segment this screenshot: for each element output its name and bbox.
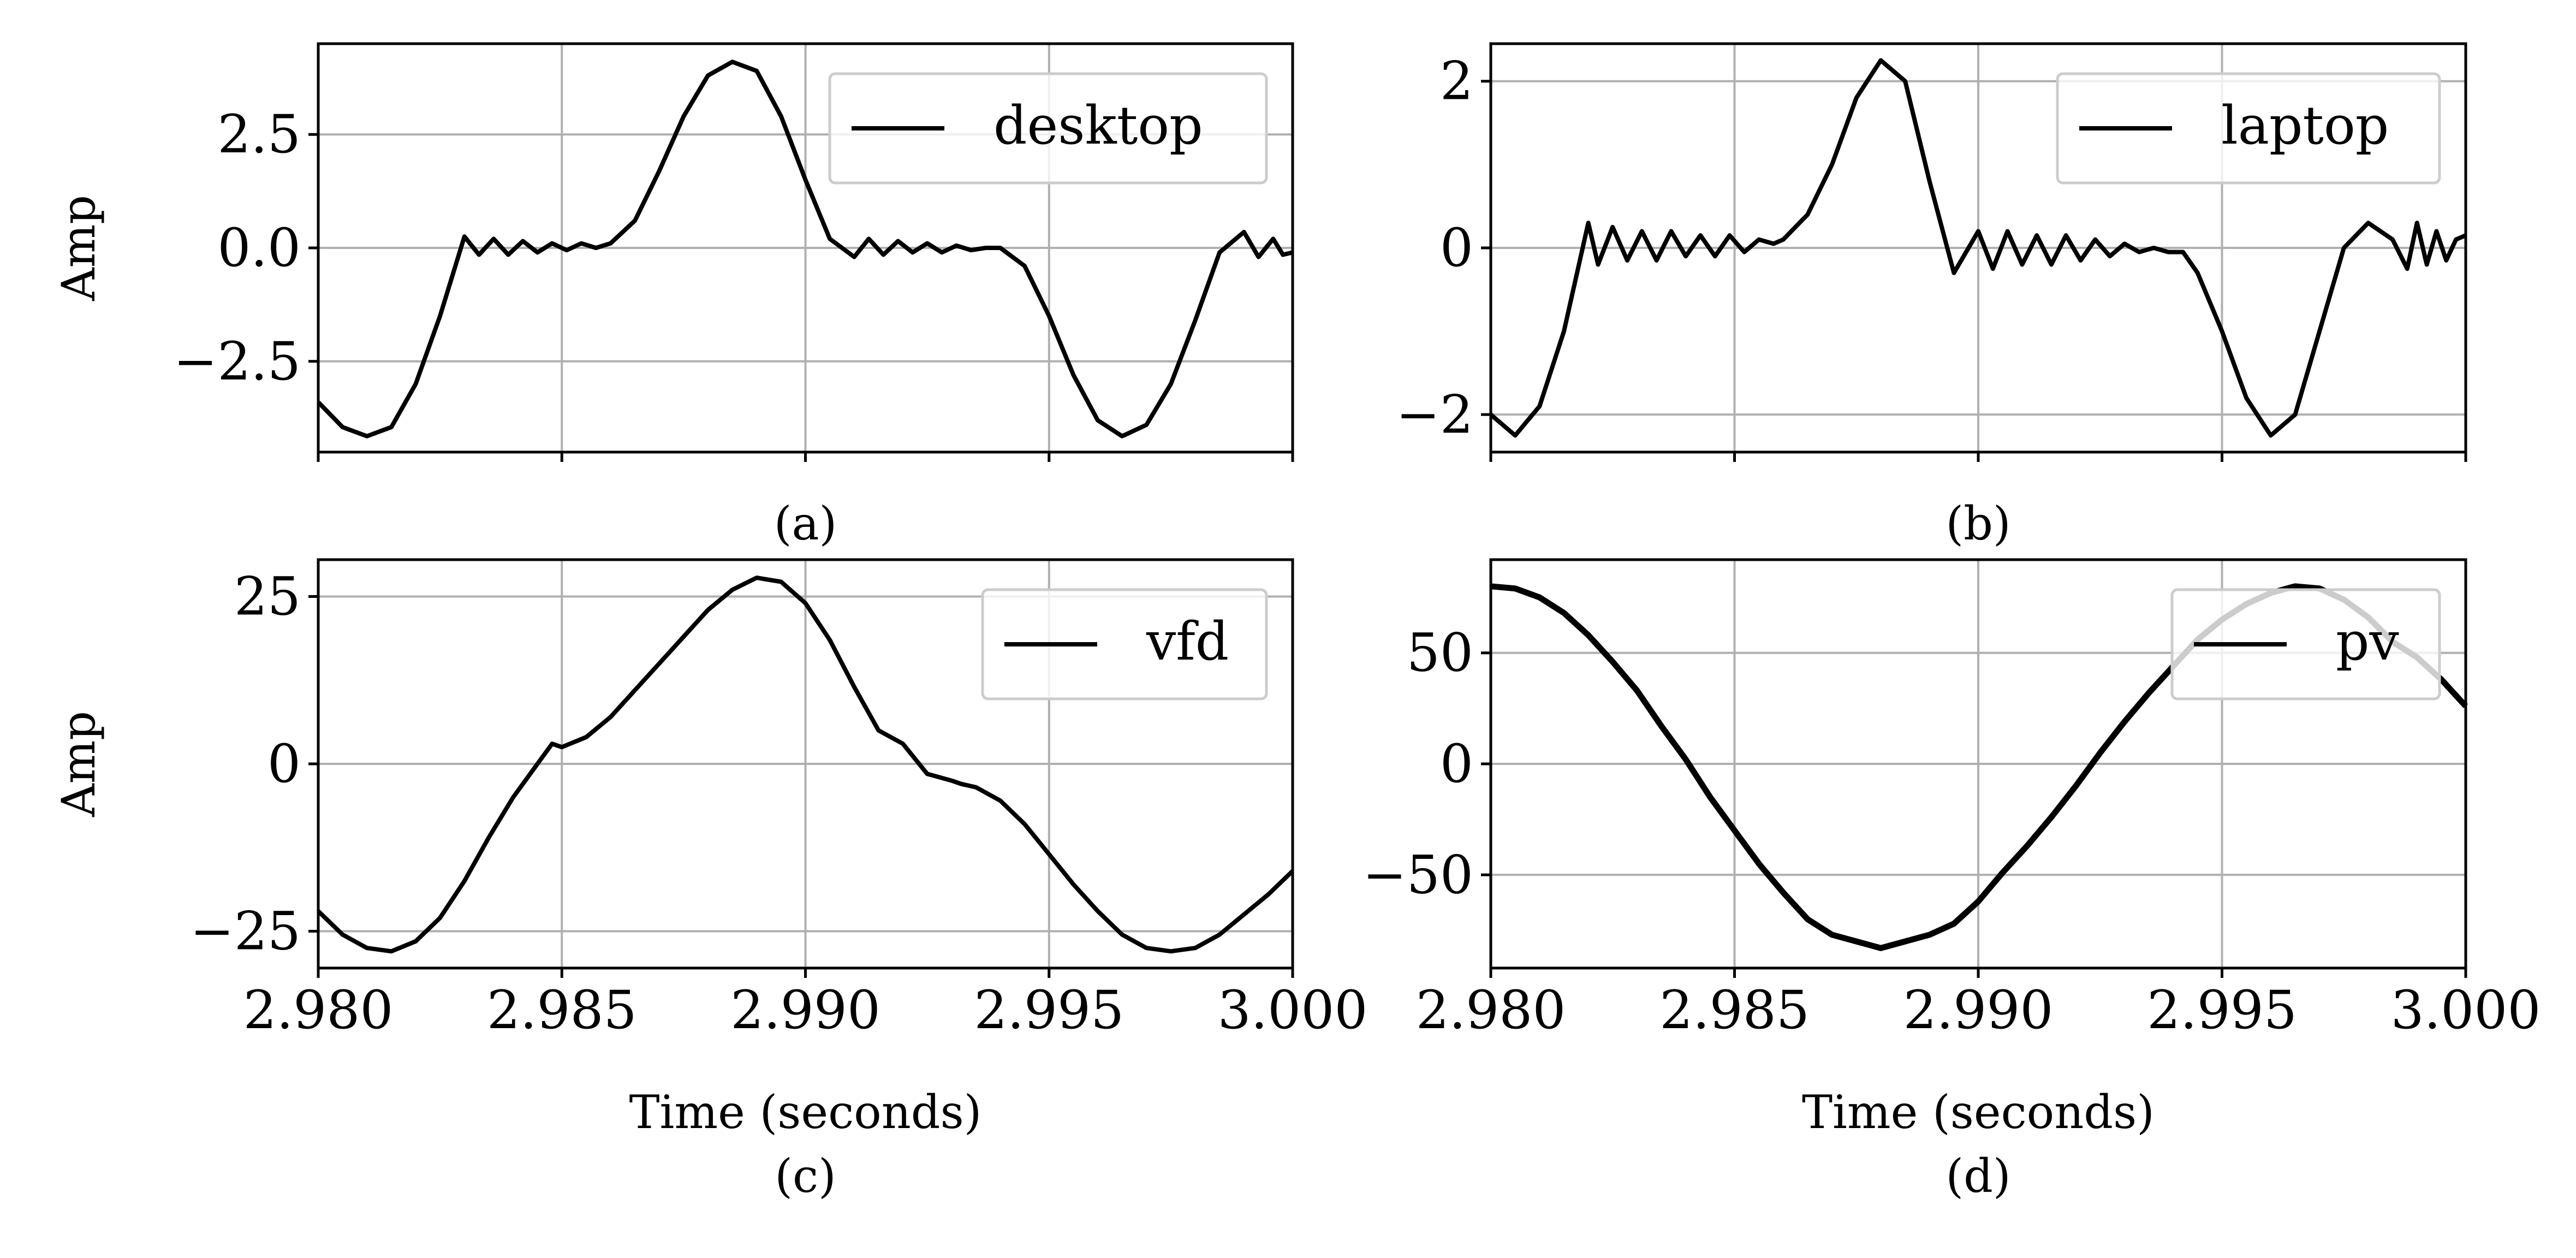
panel-caption-b: (b) bbox=[1946, 497, 2010, 550]
y-ticks-b: −2 0 2 bbox=[1396, 51, 1491, 445]
x-tick-label: 3.000 bbox=[2391, 980, 2541, 1041]
x-tick-label: 3.000 bbox=[1218, 980, 1368, 1041]
y-tick-label: 0 bbox=[1440, 733, 1473, 794]
x-tick-label: 2.980 bbox=[1416, 980, 1566, 1041]
y-ticks-c: −25 0 25 bbox=[190, 566, 318, 962]
legend-box-a bbox=[828, 72, 1268, 185]
legend-c: vfd bbox=[981, 588, 1268, 701]
panel-caption-d: (d) bbox=[1946, 1149, 2010, 1203]
panel-caption-a: (a) bbox=[774, 497, 837, 550]
panel-c: 2.980 2.985 2.990 2.995 3.000 −25 0 25 Amp Tim… bbox=[52, 558, 1368, 1203]
x-ticks-b bbox=[1489, 452, 2467, 462]
legend-box-b bbox=[2056, 72, 2441, 185]
x-tick-label: 2.990 bbox=[730, 980, 881, 1041]
series-line-desktop bbox=[317, 60, 1293, 438]
x-ticks-d: 2.980 2.985 2.990 2.995 3.000 bbox=[1416, 968, 2541, 1041]
legend-label-vfd: vfd bbox=[1146, 611, 1229, 672]
series-line-laptop bbox=[1489, 58, 2467, 438]
x-tick-label: 2.985 bbox=[1659, 980, 1810, 1041]
x-tick-label: 2.980 bbox=[243, 980, 394, 1041]
legend-label-laptop: laptop bbox=[2221, 95, 2389, 156]
legend-box-c bbox=[981, 588, 1268, 701]
legend-d: pv bbox=[2170, 588, 2441, 701]
y-tick-label: 0 bbox=[1440, 217, 1473, 278]
y-tick-label: −50 bbox=[1363, 844, 1473, 905]
legend-b: laptop bbox=[2056, 72, 2441, 185]
x-tick-label: 2.995 bbox=[974, 980, 1124, 1041]
y-tick-label: 50 bbox=[1407, 622, 1473, 684]
legend-box-d bbox=[2170, 588, 2441, 701]
y-ticks-d: −50 0 50 bbox=[1363, 622, 1491, 905]
y-tick-label: −2 bbox=[1396, 384, 1473, 445]
y-tick-label: −25 bbox=[190, 901, 301, 962]
y-axis-label-a: Amp bbox=[52, 195, 105, 301]
panel-d: 2.980 2.985 2.990 2.995 3.000 −50 0 50 Time (s… bbox=[1363, 558, 2541, 1203]
panel-b: −2 0 2 (b) laptop bbox=[1396, 42, 2467, 550]
y-axis-label-c: Amp bbox=[52, 711, 105, 817]
x-tick-label: 2.995 bbox=[2147, 980, 2297, 1041]
y-tick-label: 25 bbox=[234, 566, 301, 627]
y-tick-label: 2.5 bbox=[217, 104, 301, 165]
x-ticks-a bbox=[317, 452, 1294, 462]
y-tick-label: 0.0 bbox=[217, 217, 301, 278]
x-axis-label-d: Time (seconds) bbox=[1802, 1085, 2155, 1139]
y-ticks-a: −2.5 0.0 2.5 bbox=[174, 104, 318, 392]
legend-a: desktop bbox=[828, 72, 1268, 185]
panel-a: −2.5 0.0 2.5 Amp (a) desktop bbox=[52, 42, 1294, 550]
y-tick-label: 0 bbox=[267, 733, 301, 794]
legend-label-desktop: desktop bbox=[993, 95, 1203, 156]
x-ticks-c: 2.980 2.985 2.990 2.995 3.000 bbox=[243, 968, 1368, 1041]
series-line-pv bbox=[1490, 583, 2468, 951]
y-tick-label: −2.5 bbox=[174, 331, 301, 392]
x-tick-label: 2.985 bbox=[487, 980, 637, 1041]
x-tick-label: 2.990 bbox=[1903, 980, 2054, 1041]
y-tick-label: 2 bbox=[1440, 51, 1473, 112]
x-axis-label-c: Time (seconds) bbox=[629, 1085, 982, 1139]
legend-label-pv: pv bbox=[2336, 611, 2399, 672]
series-line-vfd bbox=[317, 575, 1294, 954]
panel-caption-c: (c) bbox=[775, 1149, 836, 1203]
